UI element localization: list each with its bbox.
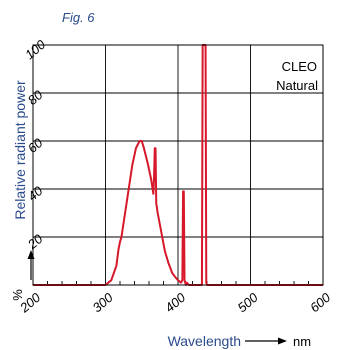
x-axis-arrow (245, 337, 287, 345)
legend-label-variant: Natural (276, 78, 318, 93)
x-tick-label: 500 (234, 289, 261, 315)
y-tick-label: 100 (22, 36, 49, 62)
x-axis-label: Wavelength (168, 333, 241, 349)
x-tick-label: 300 (89, 289, 116, 315)
y-axis-arrow (27, 250, 35, 280)
x-tick-label: 600 (307, 289, 334, 315)
x-tick-label: 400 (162, 289, 189, 315)
plot-frame (32, 44, 324, 286)
series-line (33, 44, 323, 286)
series-layer (33, 44, 323, 286)
chart-frame (32, 44, 324, 286)
x-tick-labels: 200 300 400 500 600 (16, 289, 334, 316)
legend-label-brand: CLEO (282, 59, 317, 74)
figure-label: Fig. 6 (62, 10, 95, 25)
y-axis-label: Relative radiant power (12, 80, 28, 220)
chart-grid (33, 45, 323, 285)
x-axis-unit: nm (293, 334, 311, 349)
y-axis-unit: % (10, 289, 25, 301)
y-tick-label: 20 (24, 231, 46, 253)
